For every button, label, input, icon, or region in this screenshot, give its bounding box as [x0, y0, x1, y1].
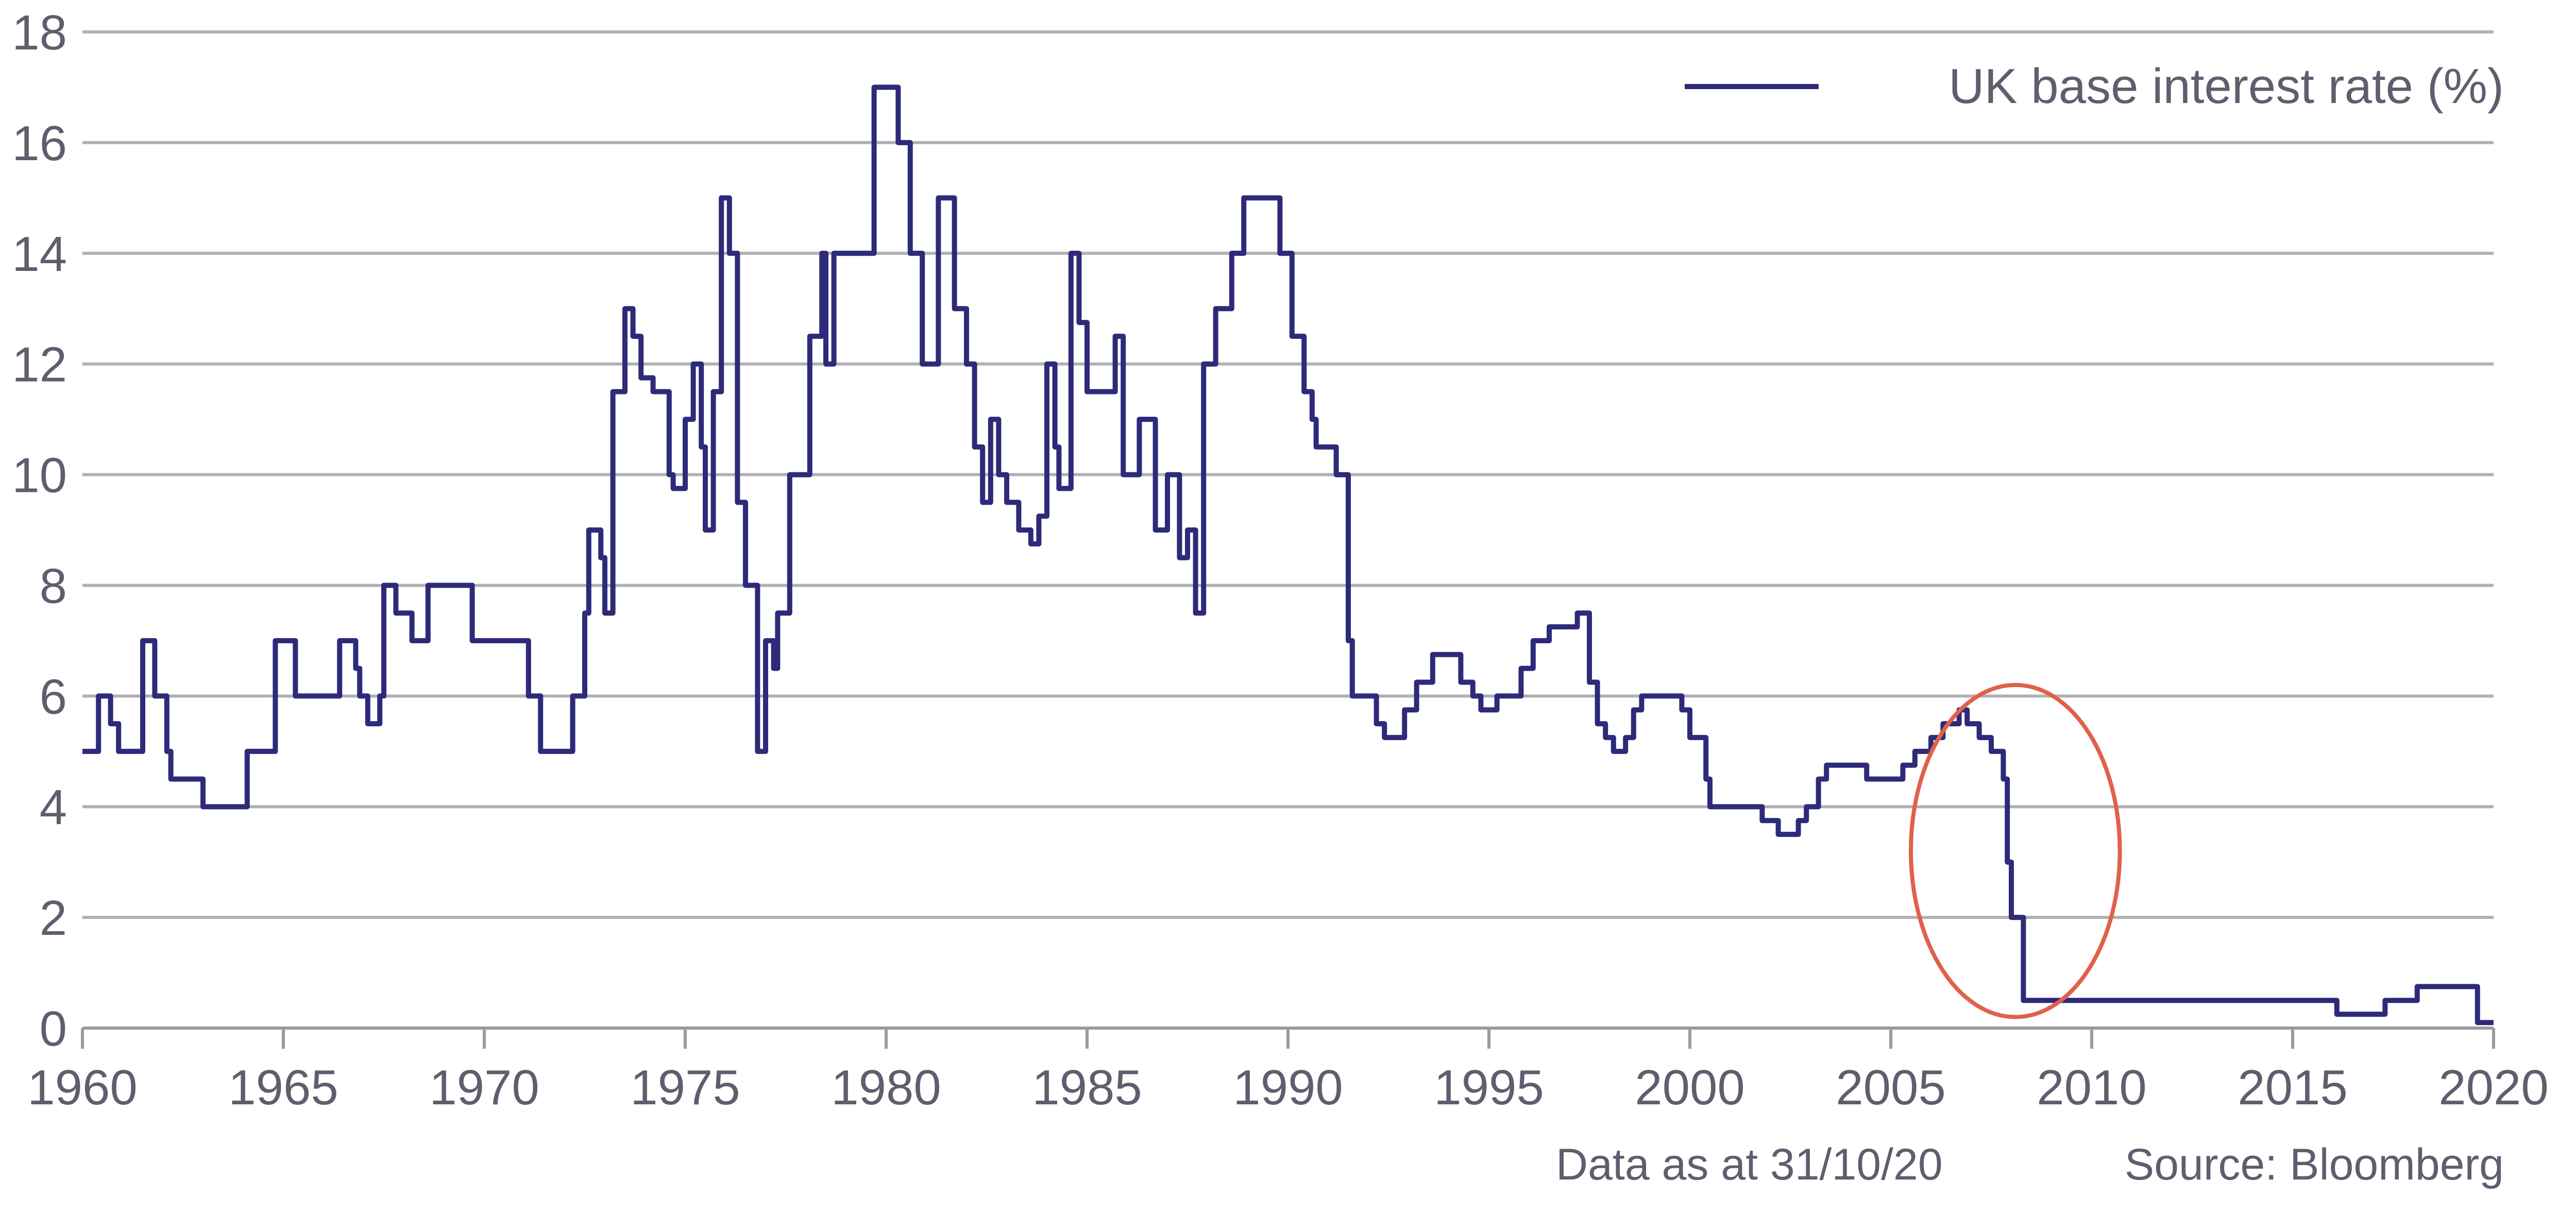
- legend-label: UK base interest rate (%): [1948, 59, 2504, 114]
- legend: UK base interest rate (%): [1685, 59, 2504, 114]
- x-tick-label: 1995: [1434, 1060, 1544, 1115]
- series-group: [82, 84, 2494, 1026]
- x-tick-label: 1970: [429, 1060, 539, 1115]
- y-tick-label: 12: [12, 337, 67, 392]
- footer-data-date: Data as at 31/10/20: [1556, 1140, 1943, 1189]
- gridlines: [82, 30, 2494, 919]
- x-tick-label: 2000: [1635, 1060, 1745, 1115]
- y-tick-label: 10: [12, 448, 67, 503]
- footer: Data as at 31/10/20 Source: Bloomberg: [1556, 1140, 2504, 1189]
- y-tick-label: 0: [40, 1001, 67, 1056]
- y-tick-label: 18: [12, 5, 67, 60]
- y-tick-label: 6: [40, 669, 67, 724]
- x-tick-label: 2020: [2438, 1060, 2549, 1115]
- x-tick-label: 1960: [27, 1060, 138, 1115]
- y-tick-label: 16: [12, 116, 67, 171]
- x-tick-label: 1980: [831, 1060, 941, 1115]
- x-tick-label: 2010: [2037, 1060, 2147, 1115]
- y-tick-label: 2: [40, 891, 67, 946]
- annotations: [1909, 682, 2122, 1019]
- x-axis: 1960 1965 1970 1975 1980 1985 1990 1995 2000 2005…: [27, 1027, 2549, 1115]
- x-tick-label: 1990: [1233, 1060, 1343, 1115]
- x-tick-label: 2005: [1836, 1060, 1946, 1115]
- footer-source: Source: Bloomberg: [2125, 1140, 2504, 1189]
- y-axis-ticks: 0 2 4 6 8 10 12 14 16 18: [12, 5, 67, 1056]
- series-line-uk-base-rate: [82, 84, 2494, 1026]
- highlight-ellipse: [1909, 682, 2122, 1019]
- y-tick-label: 8: [40, 558, 67, 613]
- x-tick-label: 1975: [630, 1060, 740, 1115]
- x-tick-label: 1985: [1032, 1060, 1142, 1115]
- y-tick-label: 4: [40, 780, 67, 835]
- x-tick-label: 1965: [228, 1060, 338, 1115]
- x-tick-label: 2015: [2238, 1060, 2348, 1115]
- y-tick-label: 14: [12, 227, 67, 282]
